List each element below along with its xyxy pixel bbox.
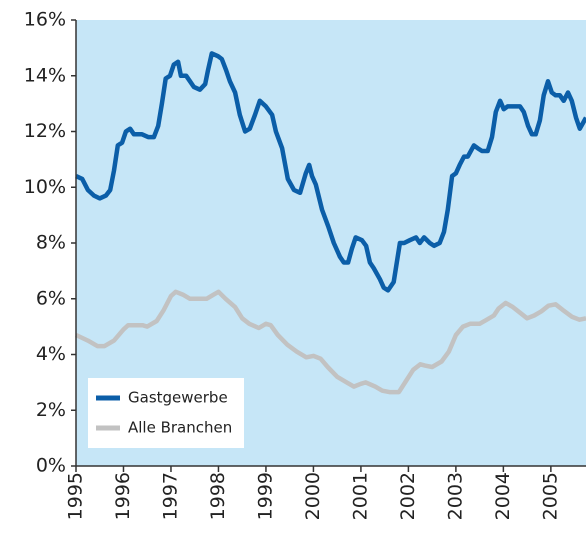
legend-label: Alle Branchen bbox=[128, 419, 232, 437]
y-tick-label: 10% bbox=[24, 176, 66, 198]
data-line bbox=[75, 289, 586, 395]
data-line bbox=[75, 51, 586, 293]
x-tick-label: 2004 bbox=[492, 472, 514, 520]
x-tick-label: 1995 bbox=[65, 472, 87, 520]
y-tick-label: 16% bbox=[24, 9, 66, 31]
legend-box bbox=[88, 378, 244, 448]
y-tick-label: 8% bbox=[36, 232, 66, 254]
y-tick-label: 2% bbox=[36, 399, 66, 421]
x-tick-label: 1998 bbox=[207, 472, 229, 520]
y-tick-label: 6% bbox=[36, 287, 66, 309]
x-tick-label: 2000 bbox=[302, 472, 324, 520]
legend-label: Gastgewerbe bbox=[128, 389, 228, 407]
x-tick-label: 2003 bbox=[444, 472, 466, 520]
y-tick-label: 0% bbox=[36, 455, 66, 477]
x-tick-label: 2002 bbox=[397, 472, 419, 520]
y-tick-label: 4% bbox=[36, 343, 66, 365]
x-tick-label: 2001 bbox=[349, 472, 371, 520]
x-tick-label: 2005 bbox=[539, 472, 561, 520]
legend: Gastgewerbe Alle Branchen bbox=[88, 378, 244, 448]
x-tick-label: 1996 bbox=[112, 472, 134, 520]
y-tick-label: 14% bbox=[24, 64, 66, 86]
x-tick-label: 1997 bbox=[159, 472, 181, 520]
y-tick-label: 12% bbox=[24, 120, 66, 142]
x-tick-label: 1999 bbox=[254, 472, 276, 520]
